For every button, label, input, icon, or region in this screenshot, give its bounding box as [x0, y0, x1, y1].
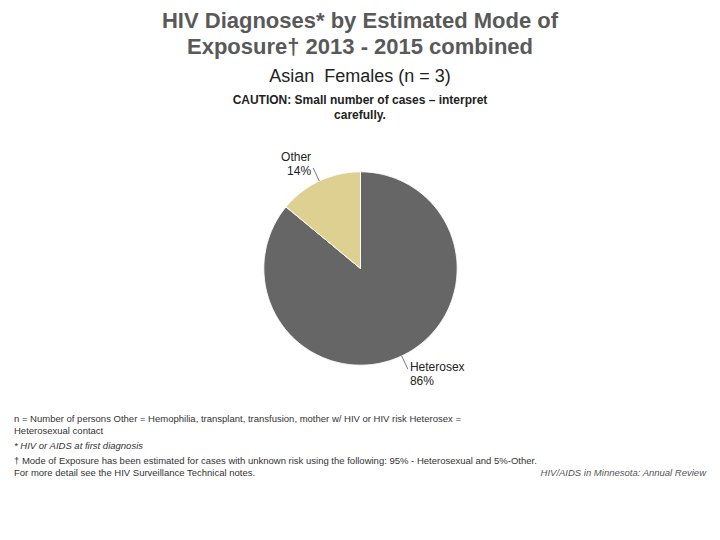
- svg-text:Other14%: Other14%: [281, 150, 311, 178]
- html-text:CAUTION: Small number of cases: CAUTION: Small number of cases – interpr…: [232, 93, 488, 122]
- html-text:For more detail see the HIV Su: For more detail see the HIV Surveillance…: [14, 467, 256, 478]
- html-text:* HIV or AIDS at first diagnos: * HIV or AIDS at first diagnosis: [14, 440, 143, 451]
- html-text:† Mode of Exposure has been es: † Mode of Exposure has been estimated fo…: [14, 455, 537, 466]
- html-text:HIV/AIDS in Minnesota: Annual: HIV/AIDS in Minnesota: Annual Review: [540, 467, 706, 478]
- html-text:Asian Females (n = 3): Asian Females (n = 3): [269, 66, 451, 86]
- html-text:Heterosexual contact: Heterosexual contact: [14, 425, 104, 436]
- html-text:n = Number of persons Other =: n = Number of persons Other = Hemophilia…: [14, 413, 461, 424]
- html-text:HIV Diagnoses* by Estimated Mo: HIV Diagnoses* by Estimated Mode of Expo…: [162, 8, 558, 59]
- svg-text:Heterosex86%: Heterosex86%: [410, 360, 465, 388]
